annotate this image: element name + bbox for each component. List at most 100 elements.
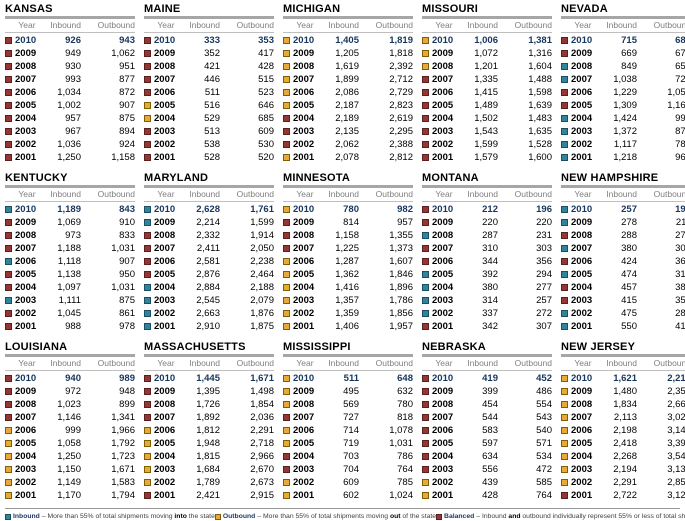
balanced-square-icon xyxy=(5,37,12,44)
outbound-square-icon xyxy=(5,453,12,460)
table-row: 2001 1,250 1,158 xyxy=(5,151,135,164)
inbound-value: 1,225 xyxy=(335,243,359,254)
inbound-value: 814 xyxy=(343,217,359,228)
inbound-value: 1,287 xyxy=(335,256,359,267)
year-label: 2002 xyxy=(15,477,37,488)
inbound-value: 2,418 xyxy=(613,438,637,449)
table-row: 2003 556 472 xyxy=(422,463,552,476)
table-row: 2002 439 585 xyxy=(422,476,552,489)
table-row: 2009 972 948 xyxy=(5,385,135,398)
outbound-value: 520 xyxy=(258,152,274,163)
inbound-value: 1,424 xyxy=(613,113,637,124)
year-cell: 2004 xyxy=(422,450,466,463)
year-label: 2001 xyxy=(154,321,176,332)
year-cell: 2001 xyxy=(5,489,49,502)
state-table: NEBRASKA Year Inbound Outbound 2010 419 45… xyxy=(422,341,552,502)
balanced-square-icon xyxy=(561,284,568,291)
year-label: 2005 xyxy=(293,438,315,449)
outbound-value: 1,600 xyxy=(528,152,552,163)
outbound-square-icon xyxy=(283,258,290,265)
inbound-value: 538 xyxy=(204,139,220,150)
year-cell: 2003 xyxy=(144,294,188,307)
column-header-year: Year xyxy=(157,189,175,199)
inbound-value: 2,113 xyxy=(613,412,637,423)
outbound-value: 2,712 xyxy=(389,74,413,85)
inbound-value: 634 xyxy=(482,451,498,462)
year-label: 2003 xyxy=(293,126,315,137)
inbound-value: 474 xyxy=(621,269,637,280)
balanced-square-icon xyxy=(436,513,443,520)
year-cell: 2006 xyxy=(422,255,466,268)
table-row: 2001 342 307 xyxy=(422,320,552,333)
outbound-square-icon xyxy=(283,310,290,317)
table-row: 2010 940 989 xyxy=(5,372,135,385)
table-row: 2008 454 554 xyxy=(422,398,552,411)
inbound-value: 669 xyxy=(621,48,637,59)
legend-item-inbound: Inbound – More than 55% of total shipmen… xyxy=(5,512,215,521)
table-row: 2001 1,406 1,957 xyxy=(283,320,413,333)
year-cell: 2009 xyxy=(144,47,188,60)
table-row: 2008 569 780 xyxy=(283,398,413,411)
outbound-square-icon xyxy=(422,50,429,57)
outbound-square-icon xyxy=(5,440,12,447)
table-row: 2010 1,006 1,381 xyxy=(422,34,552,47)
table-row: 2002 1,149 1,583 xyxy=(5,476,135,489)
outbound-value: 301 xyxy=(675,243,685,254)
year-label: 2003 xyxy=(293,295,315,306)
year-label: 2006 xyxy=(432,425,454,436)
inbound-value: 1,023 xyxy=(57,399,81,410)
inbound-value: 988 xyxy=(65,321,81,332)
inbound-square-icon xyxy=(561,219,568,226)
year-cell: 2002 xyxy=(5,307,49,320)
inbound-value: 2,884 xyxy=(196,282,220,293)
year-cell: 2005 xyxy=(422,99,466,112)
year-cell: 2008 xyxy=(561,398,605,411)
column-header-outbound: Outbound xyxy=(97,20,135,30)
balanced-square-icon xyxy=(561,50,568,57)
column-header-inbound: Inbound xyxy=(50,189,81,199)
year-label: 2009 xyxy=(293,386,315,397)
balanced-square-icon xyxy=(422,76,429,83)
inbound-value: 2,545 xyxy=(196,295,220,306)
outbound-value: 2,619 xyxy=(389,113,413,124)
inbound-value: 1,621 xyxy=(613,373,637,384)
inbound-value: 257 xyxy=(621,204,637,215)
year-label: 2007 xyxy=(15,412,37,423)
table-row: 2009 949 1,062 xyxy=(5,47,135,60)
balanced-square-icon xyxy=(144,245,151,252)
year-cell: 2001 xyxy=(5,151,49,164)
table-row: 2008 973 833 xyxy=(5,229,135,242)
inbound-value: 511 xyxy=(204,87,220,98)
outbound-square-icon xyxy=(283,89,290,96)
table-row: 2004 703 786 xyxy=(283,450,413,463)
year-cell: 2007 xyxy=(422,73,466,86)
year-label: 2003 xyxy=(432,464,454,475)
inbound-value: 1,619 xyxy=(335,61,359,72)
inbound-value: 2,189 xyxy=(335,113,359,124)
inbound-value: 926 xyxy=(65,35,81,46)
inbound-value: 1,502 xyxy=(474,113,498,124)
state-title: MAINE xyxy=(144,3,274,19)
inbound-square-icon xyxy=(144,310,151,317)
year-cell: 2006 xyxy=(144,255,188,268)
year-label: 2003 xyxy=(15,295,37,306)
table-row: 2009 220 220 xyxy=(422,216,552,229)
year-cell: 2010 xyxy=(422,372,466,385)
outbound-value: 2,823 xyxy=(389,100,413,111)
outbound-value: 220 xyxy=(536,217,552,228)
outbound-value: 685 xyxy=(258,113,274,124)
table-row: 2004 2,884 2,188 xyxy=(144,281,274,294)
table-row: 2004 380 277 xyxy=(422,281,552,294)
inbound-value: 993 xyxy=(65,74,81,85)
column-header-inbound: Inbound xyxy=(467,189,498,199)
year-cell: 2005 xyxy=(144,268,188,281)
year-cell: 2005 xyxy=(422,437,466,450)
inbound-value: 556 xyxy=(482,464,498,475)
inbound-value: 1,117 xyxy=(613,139,637,150)
year-cell: 2006 xyxy=(561,86,605,99)
year-label: 2008 xyxy=(432,61,454,72)
state-table: NEVADA Year Inbound Outbound 20107156822… xyxy=(561,3,685,164)
column-header-year: Year xyxy=(157,20,175,30)
column-header-inbound: Inbound xyxy=(50,358,81,368)
table-body: 2010 511 648 2009 495 632 2008 569 780 2007 727 818… xyxy=(283,371,413,502)
